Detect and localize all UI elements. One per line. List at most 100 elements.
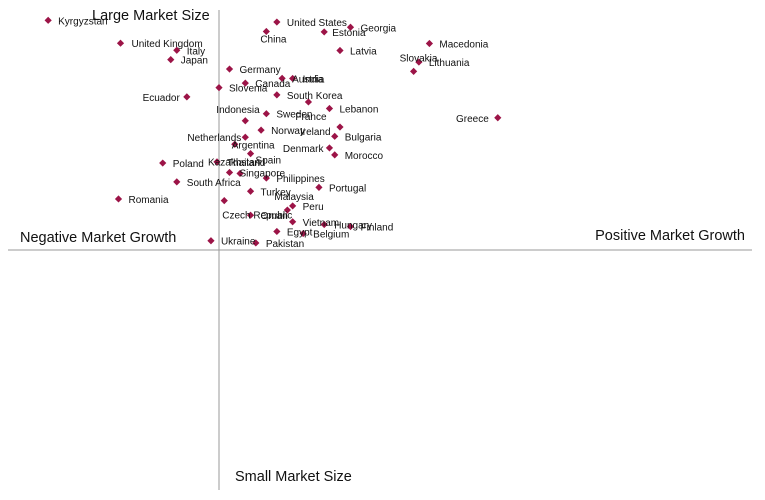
point-italy [173,46,181,54]
label-slovakia: Slovakia [400,53,438,64]
point-singapore [225,168,234,177]
label-germany: Germany [240,65,281,76]
label-vietnam: Vietnam [303,218,340,229]
point-greece [494,114,502,122]
quadrant-label-bottom: Small Market Size [235,469,352,485]
point-denmark [325,144,334,152]
label-denmark: Denmark [283,144,325,155]
label-argentina: Argentina [232,140,275,151]
point-oman [246,211,255,219]
point-ireland [336,123,344,131]
label-canada: Canada [255,79,290,90]
label-france: France [295,112,327,123]
label-hungary: Hungary [334,220,372,231]
point-germany [225,65,234,73]
label-philippines: Philippines [276,174,324,185]
point-czech-republic [220,197,228,205]
label-finland: Finland [361,223,394,234]
label-slovenia: Slovenia [229,84,268,95]
point-ecuador [183,93,191,101]
label-japan: Japan [181,56,208,67]
data-points [44,16,502,247]
label-kyrgyzstan: Kyrgyzstan [58,16,107,27]
label-malaysia: Malaysia [274,192,314,203]
point-turkey [246,187,255,195]
label-south-africa: South Africa [187,178,241,189]
point-latvia [336,46,344,55]
label-estonia: Estonia [332,28,366,39]
point-sweden [262,110,270,118]
label-bulgaria: Bulgaria [345,132,382,143]
point-lebanon [325,104,334,113]
point-netherlands [241,133,249,141]
label-lithuania: Lithuania [429,58,470,69]
point-thailand [213,158,221,166]
point-spain [246,150,255,158]
label-spain: Spain [256,156,282,167]
label-portugal: Portugal [329,183,366,194]
label-norway: Norway [271,126,305,137]
label-thailand: Thailand [227,158,265,169]
quadrant-label-top: Large Market Size [92,8,210,24]
label-belgium: Belgium [313,230,349,241]
label-macedonia: Macedonia [439,40,488,51]
point-estonia [320,28,328,36]
point-belgium [299,229,307,238]
point-japan [167,56,175,64]
point-united-states [273,18,281,26]
point-argentina [231,140,239,148]
label-greece: Greece [456,114,489,125]
point-finland [346,222,355,231]
label-morocco: Morocco [345,151,384,162]
label-ukraine: Ukraine [221,237,256,248]
label-peru: Peru [303,202,324,213]
point-united-kingdom [116,39,125,47]
point-macedonia [425,39,433,48]
label-georgia: Georgia [361,23,397,34]
label-united-states: United States [287,18,347,29]
point-portugal [315,183,323,191]
label-austria: Austria [292,74,324,85]
label-turkey: Turkey [261,187,291,198]
label-italy: Italy [187,46,205,57]
point-slovenia [215,84,223,92]
quadrant-label-left: Negative Market Growth [20,230,176,246]
point-canada [241,79,249,87]
label-romania: Romania [129,195,169,206]
label-czech-republic: Czech Republic [222,211,292,222]
point-pakistan [252,239,260,247]
point-peru [289,202,297,210]
label-egypt: Egypt [287,227,313,238]
label-ecuador: Ecuador [143,93,181,104]
point-china [262,27,270,36]
label-oman: Oman [261,211,288,222]
point-austria [278,74,286,82]
point-kyrgyzstan [44,16,52,24]
point-vietnam [289,218,297,226]
label-south-korea: South Korea [287,91,343,102]
point-norway [257,126,265,134]
point-france [304,98,313,106]
point-indonesia [241,117,249,125]
point-ukraine [207,237,215,245]
label-poland: Poland [173,159,204,170]
point-philippines [262,174,270,182]
label-india: India [303,74,325,85]
point-south-africa [173,178,181,186]
label-sweden: Sweden [276,110,312,121]
label-kazakhstan: Kazakhstan [208,157,260,168]
label-netherlands: Netherlands [187,133,241,144]
point-lithuania [415,58,423,66]
point-india [289,74,297,83]
label-china: China [260,34,287,45]
label-pakistan: Pakistan [266,239,304,250]
point-poland [159,159,167,167]
label-latvia: Latvia [350,46,377,57]
label-singapore: Singapore [240,168,286,179]
label-indonesia: Indonesia [216,105,260,116]
point-kazakhstan [236,169,244,178]
label-united-kingdom: United Kingdom [132,39,203,50]
point-bulgaria [331,132,339,140]
